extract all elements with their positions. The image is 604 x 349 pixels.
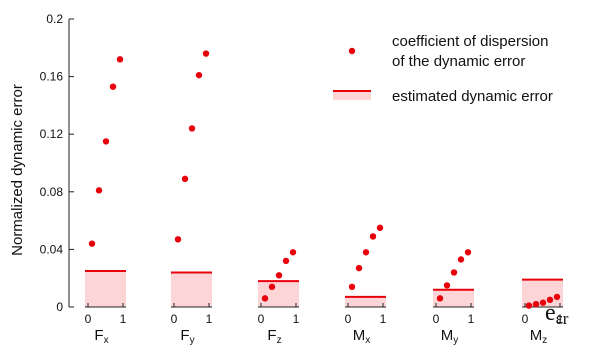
group-label: Mz [530,327,548,346]
group-label: Fy [180,327,194,346]
dispersion-point [532,300,540,308]
dispersion-point [450,269,458,276]
dispersion-point [88,240,96,247]
subplot-tick-label: 1 [557,312,564,326]
estimated-error-bar [433,289,474,307]
x-variable-sub: εr [556,309,569,328]
y-tick-label: 0.12 [40,127,64,141]
legend-label-estimated: estimated dynamic error [392,88,553,105]
y-tick-label: 0.08 [40,185,64,199]
dispersion-point [282,257,290,265]
subplot-tick-label: 1 [206,312,213,326]
subplot-tick-label: 0 [522,312,529,326]
subplot-tick-label: 1 [293,312,300,326]
y-tick-label: 0.2 [46,12,63,26]
subplot-group: 0 1 Fz [258,249,300,346]
group-label-sub: z [542,335,547,346]
dispersion-point [348,283,356,291]
group-label-sub: x [104,335,109,346]
estimated-error-bar [345,296,386,307]
dispersion-point [174,236,182,243]
subplot-group: 0 1Mz [522,278,564,346]
subplot-group: 0 1Mx [345,224,387,346]
dispersion-point [464,249,472,256]
dispersion-point [376,224,384,231]
subplot-tick-label: 0 [258,312,265,326]
group-label-main: M [530,327,543,344]
group-label-main: M [441,327,454,344]
legend: coefficient of dispersion of the dynamic … [333,33,553,105]
dispersion-point [443,282,451,289]
dispersion-point [289,249,297,256]
dispersion-point [553,293,561,301]
dispersion-point [355,264,363,272]
group-label-sub: x [365,335,370,346]
subplot-tick-label: 0 [433,312,440,326]
group-label-main: M [353,327,366,344]
dispersion-point [195,71,203,79]
group-label-sub: y [453,335,458,346]
dispersion-point [525,302,533,309]
dispersion-point [268,283,276,291]
subplot-tick-label: 0 [85,312,92,326]
x-variable-main: e [545,300,556,326]
y-axis: 0 0.04 0.08 0.12 0.16 0.2 [40,12,74,314]
group-label-sub: z [277,335,282,346]
dispersion-point [436,295,444,302]
legend-label-dispersion-line1: coefficient of dispersion [392,33,548,50]
legend-label-dispersion-line2: of the dynamic error [392,53,525,70]
legend-bar-swatch [333,91,371,100]
dispersion-point [457,256,465,263]
dispersion-point [362,249,370,256]
dispersion-point [188,125,196,132]
group-label: My [441,327,459,346]
subplot-tick-label: 1 [380,312,387,326]
y-tick-label: 0.16 [40,70,64,84]
dispersion-point [546,296,554,303]
subplot-tick-label: 0 [171,312,178,326]
y-tick-label: 0.04 [40,242,64,256]
subplot-group: 0 1 Fy [171,50,213,346]
dispersion-point [369,233,377,240]
group-label: Fx [94,327,108,346]
group-label-main: F [180,327,189,344]
dispersion-point [202,50,210,57]
dispersion-point [181,175,189,183]
group-label-main: F [94,327,103,344]
group-label: Mx [353,327,371,346]
svg-text:eεr: eεr [545,300,569,328]
dispersion-point [102,138,110,145]
subplot-tick-label: 0 [345,312,352,326]
group-label-main: F [267,327,276,344]
y-tick-label: 0 [56,300,63,314]
dispersion-point [261,295,269,302]
y-axis-label: Normalized dynamic error [9,84,26,256]
dispersion-point [109,83,117,90]
dispersion-point [116,56,124,63]
dispersion-point [275,272,283,279]
estimated-error-bar [258,281,299,307]
dispersion-point [95,187,103,194]
group-label-sub: y [190,335,195,346]
subplot-tick-label: 1 [120,312,127,326]
subplot-group: 0 1My [433,249,475,346]
x-variable-label: eεr [545,300,569,328]
subplot-group: 0 1 Fx [85,56,127,346]
group-label: Fz [267,327,281,346]
estimated-error-bar [85,271,126,307]
dispersion-point [539,299,547,306]
legend-dot-icon [348,47,356,55]
estimated-error-bar [171,272,212,307]
subplot-tick-label: 1 [468,312,475,326]
